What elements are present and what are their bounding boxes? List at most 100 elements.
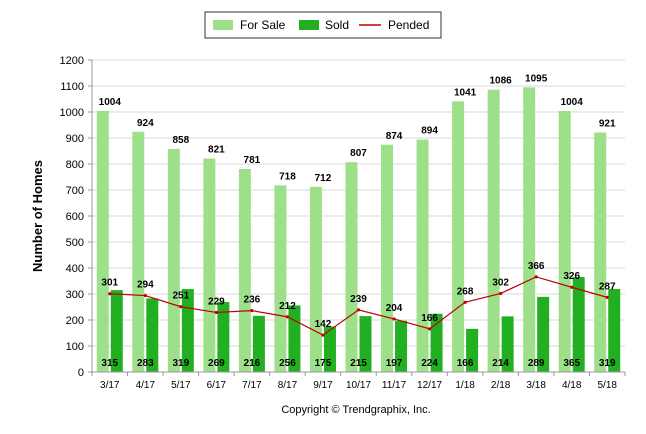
pended-point — [356, 308, 361, 312]
label-for-sale: 1095 — [525, 73, 548, 84]
bar-sold — [217, 302, 230, 372]
label-pended: 239 — [350, 294, 367, 305]
pended-point — [570, 285, 574, 289]
label-for-sale: 821 — [208, 145, 225, 156]
y-tick-label: 300 — [66, 289, 84, 301]
pended-point — [179, 305, 183, 309]
copyright-text: Copyright © Trendgraphix, Inc. — [281, 404, 430, 416]
label-sold: 269 — [208, 358, 225, 369]
pended-point — [463, 300, 467, 304]
x-tick-label: 3/17 — [100, 380, 120, 391]
bar-for-sale — [274, 185, 287, 372]
legend-swatch-sold — [299, 20, 319, 30]
label-for-sale: 1041 — [454, 87, 477, 98]
label-sold: 319 — [172, 358, 189, 369]
bar-for-sale — [345, 162, 358, 372]
y-axis-ticks: 0 100 200 300 400 500 600 700 800 900 1000 1100 1200 — [60, 55, 92, 379]
bar-sold — [501, 316, 514, 372]
legend-label-for-sale: For Sale — [240, 18, 286, 32]
bar-sold — [537, 296, 550, 372]
gridlines — [92, 59, 625, 347]
label-pended: 142 — [315, 319, 332, 330]
label-sold: 315 — [101, 358, 118, 369]
label-sold: 197 — [386, 358, 403, 369]
label-sold: 175 — [315, 358, 332, 369]
legend-label-pended: Pended — [388, 18, 429, 32]
x-tick-label: 9/17 — [313, 380, 333, 391]
x-tick-label: 10/17 — [346, 380, 371, 391]
label-pended: 326 — [563, 271, 580, 282]
bar-for-sale — [238, 168, 251, 372]
label-sold: 365 — [563, 358, 580, 369]
label-sold: 289 — [528, 358, 545, 369]
pended-point — [214, 310, 218, 315]
x-tick-label: 7/17 — [242, 380, 262, 391]
x-tick-label: 4/18 — [562, 380, 582, 391]
bar-sold — [572, 277, 585, 372]
bar-sold — [430, 313, 443, 372]
label-pended: 236 — [244, 295, 261, 306]
label-pended: 301 — [101, 278, 118, 289]
bar-for-sale — [452, 101, 465, 372]
bar-for-sale — [487, 89, 500, 372]
pended-point — [392, 317, 396, 321]
y-tick-label: 1000 — [60, 107, 84, 119]
label-for-sale: 807 — [350, 148, 367, 159]
pended-point — [321, 333, 325, 337]
legend-box — [204, 11, 442, 39]
y-tick-label: 800 — [66, 159, 84, 171]
bar-for-sale — [167, 148, 180, 372]
label-pended: 229 — [208, 296, 225, 307]
bar-sold — [146, 298, 159, 372]
label-pended: 166 — [421, 313, 438, 324]
label-sold: 214 — [492, 358, 509, 369]
data-labels: 1004 315 924 283 858 319 821 269 781 216 718 256 712… — [99, 73, 616, 369]
y-tick-label: 1100 — [60, 81, 84, 93]
x-tick-label: 11/17 — [382, 380, 407, 391]
x-tick-label: 12/17 — [417, 380, 442, 391]
x-tick-label: 3/18 — [526, 380, 546, 391]
label-for-sale: 712 — [315, 173, 332, 184]
bar-sold — [608, 289, 621, 372]
label-for-sale: 924 — [137, 118, 154, 129]
bar-sold — [359, 316, 372, 372]
bar-for-sale — [203, 158, 216, 372]
bar-sold — [110, 290, 123, 372]
label-for-sale: 894 — [421, 126, 438, 137]
label-sold: 216 — [244, 358, 261, 369]
x-tick-label: 5/18 — [597, 380, 617, 391]
label-pended: 204 — [386, 303, 403, 314]
bar-sold — [181, 289, 194, 372]
y-tick-label: 100 — [66, 341, 84, 353]
x-axis-ticks: 3/17 4/17 5/17 6/17 7/17 8/17 9/17 10/17 11/17 12… — [91, 372, 626, 391]
bar-for-sale — [96, 110, 109, 373]
label-sold: 224 — [421, 358, 438, 369]
x-tick-label: 6/17 — [207, 380, 227, 391]
label-for-sale: 1004 — [561, 97, 584, 108]
label-for-sale: 718 — [279, 171, 296, 182]
label-pended: 251 — [172, 291, 189, 302]
bar-for-sale — [309, 186, 322, 372]
x-tick-label: 1/18 — [455, 380, 475, 391]
bar-for-sale — [558, 110, 571, 373]
label-pended: 268 — [457, 286, 474, 297]
bar-for-sale — [523, 87, 536, 373]
y-axis-label: Number of Homes — [30, 160, 45, 272]
label-pended: 294 — [137, 280, 154, 291]
bar-for-sale — [416, 139, 429, 372]
x-tick-label: 8/17 — [278, 380, 298, 391]
legend: For Sale Sold Pended — [204, 11, 442, 39]
y-tick-label: 1200 — [60, 55, 84, 67]
bar-sold — [252, 315, 265, 372]
label-pended: 366 — [528, 261, 545, 272]
label-for-sale: 781 — [244, 155, 261, 166]
label-for-sale: 1004 — [99, 97, 122, 108]
label-pended: 302 — [492, 277, 509, 288]
legend-label-sold: Sold — [325, 18, 349, 32]
label-sold: 319 — [599, 358, 616, 369]
bar-for-sale — [132, 131, 145, 372]
label-sold: 283 — [137, 358, 154, 369]
y-tick-label: 400 — [66, 263, 84, 275]
y-tick-label: 700 — [66, 185, 84, 197]
